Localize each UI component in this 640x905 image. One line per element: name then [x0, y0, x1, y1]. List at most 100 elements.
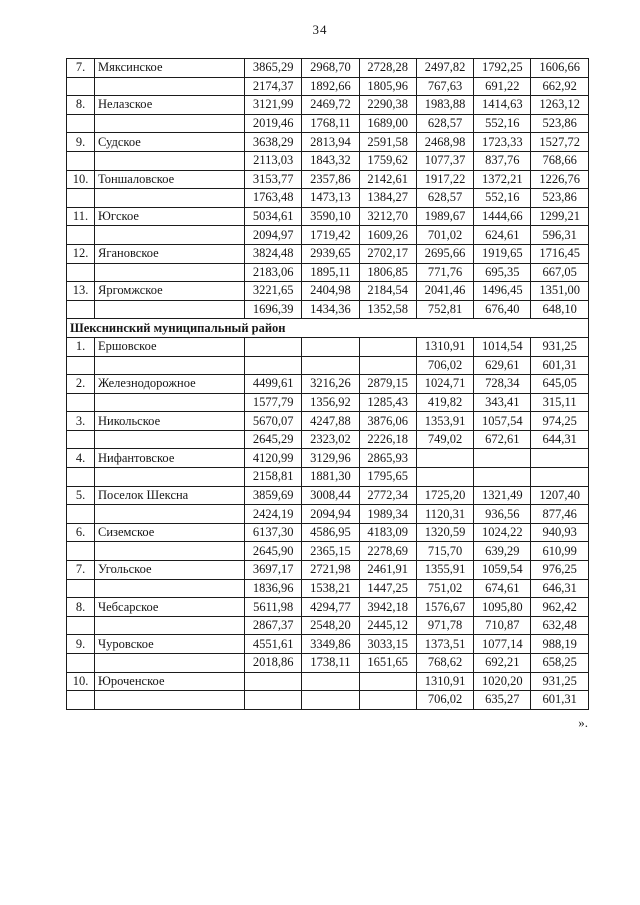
table-row: 7. Мяксинское 3865,29 2968,70 2728,28 2497,82…	[66, 58, 589, 78]
value-cell	[243, 671, 303, 692]
value-cell	[301, 355, 360, 376]
row-number-cell	[66, 188, 95, 208]
value-cell: 3349,86	[301, 634, 360, 654]
value-cell: 3942,18	[358, 597, 417, 617]
table-row: 12. Ягановское 3824,48 2939,65 2702,17 2695,6…	[66, 243, 589, 264]
settlement-name-cell: Нифантовское	[94, 448, 245, 469]
settlement-name-cell: Чебсарское	[94, 597, 245, 617]
value-cell: 976,25	[530, 560, 589, 580]
row-number-cell	[66, 225, 95, 245]
table-row: 2094,97 1719,42 1609,26 701,02 624,61 596,31	[66, 225, 589, 245]
value-cell: 1895,11	[301, 262, 360, 283]
value-cell: 1719,42	[301, 225, 360, 245]
row-number-cell: 11.	[66, 206, 95, 227]
value-cell: 2357,86	[301, 169, 360, 190]
settlement-name-cell: Железнодорожное	[94, 374, 245, 394]
value-cell: 706,02	[415, 690, 475, 710]
value-cell: 2404,98	[301, 281, 360, 301]
row-number-cell	[66, 690, 95, 710]
table-row: 2158,81 1881,30 1795,65	[66, 467, 589, 487]
value-cell: 610,99	[530, 541, 589, 562]
table-row: 8. Нелазское 3121,99 2469,72 2290,38 1983,88 1…	[66, 95, 589, 115]
table-row: 2018,86 1738,11 1651,65 768,62 692,21 658,25	[66, 653, 589, 673]
settlement-name-cell: Ершовское	[94, 336, 245, 357]
value-cell: 1989,34	[358, 504, 417, 524]
value-cell: 768,62	[415, 653, 475, 673]
value-cell: 1285,43	[358, 392, 417, 413]
row-number-cell	[66, 299, 95, 320]
value-cell: 1351,00	[530, 281, 589, 301]
row-number-cell	[66, 578, 95, 599]
value-cell: 2445,12	[358, 615, 417, 636]
settlement-name-cell	[94, 76, 245, 97]
value-cell	[415, 467, 475, 487]
settlement-name-cell: Тоншаловское	[94, 169, 245, 190]
settlement-name-cell: Ягановское	[94, 243, 245, 264]
value-cell: 552,16	[473, 188, 532, 208]
value-cell: 2183,06	[243, 262, 303, 283]
value-cell: 632,48	[530, 615, 589, 636]
row-number-cell	[66, 355, 95, 376]
value-cell: 2278,69	[358, 541, 417, 562]
value-cell: 1696,39	[243, 299, 303, 320]
table-row: 1696,39 1434,36 1352,58 752,81 676,40 648,10	[66, 299, 589, 320]
value-cell: 601,31	[530, 690, 589, 710]
value-cell	[301, 336, 360, 357]
value-cell: 771,76	[415, 262, 475, 283]
value-cell: 2702,17	[358, 243, 417, 264]
value-cell: 1014,54	[473, 336, 532, 357]
value-cell: 2323,02	[301, 429, 360, 450]
value-cell: 3221,65	[243, 281, 303, 301]
value-cell: 1725,20	[415, 485, 475, 506]
value-cell: 1892,66	[301, 76, 360, 97]
row-number-cell: 13.	[66, 281, 95, 301]
value-cell: 662,92	[530, 76, 589, 97]
value-cell: 2865,93	[358, 448, 417, 469]
value-cell: 2695,66	[415, 243, 475, 264]
table-row: 10. Тоншаловское 3153,77 2357,86 2142,61 1917…	[66, 169, 589, 190]
value-cell: 596,31	[530, 225, 589, 245]
value-cell: 1447,25	[358, 578, 417, 599]
table-row: 1836,96 1538,21 1447,25 751,02 674,61 646,31	[66, 578, 589, 599]
settlement-name-cell: Юроченское	[94, 671, 245, 692]
value-cell: 1310,91	[415, 336, 475, 357]
table-row: 1577,79 1356,92 1285,43 419,82 343,41 315,11	[66, 392, 589, 413]
value-cell: 710,87	[473, 615, 532, 636]
value-cell: 1355,91	[415, 560, 475, 580]
table-row: 9. Чуровское 4551,61 3349,86 3033,15 1373,51 1…	[66, 634, 589, 654]
value-cell: 3590,10	[301, 206, 360, 227]
value-cell: 1919,65	[473, 243, 532, 264]
table-row: 1763,48 1473,13 1384,27 628,57 552,16 523,86	[66, 188, 589, 208]
row-number-cell: 7.	[66, 58, 95, 78]
value-cell	[358, 671, 417, 692]
row-number-cell: 12.	[66, 243, 95, 264]
value-cell: 695,35	[473, 262, 532, 283]
row-number-cell: 3.	[66, 411, 95, 431]
settlement-name-cell: Мяксинское	[94, 58, 245, 78]
settlement-name-cell	[94, 615, 245, 636]
value-cell: 2461,91	[358, 560, 417, 580]
value-cell: 2772,34	[358, 485, 417, 506]
value-cell: 2142,61	[358, 169, 417, 190]
value-cell: 2019,46	[243, 113, 303, 134]
value-cell: 1805,96	[358, 76, 417, 97]
row-number-cell: 9.	[66, 634, 95, 654]
value-cell: 971,78	[415, 615, 475, 636]
value-cell: 1024,71	[415, 374, 475, 394]
row-number-cell	[66, 541, 95, 562]
value-cell: 1444,66	[473, 206, 532, 227]
value-cell	[358, 690, 417, 710]
value-cell	[358, 336, 417, 357]
value-cell: 1372,21	[473, 169, 532, 190]
value-cell: 648,10	[530, 299, 589, 320]
row-number-cell	[66, 467, 95, 487]
table-row: 11. Югское 5034,61 3590,10 3212,70 1989,67 144…	[66, 206, 589, 227]
table-row: 2174,37 1892,66 1805,96 767,63 691,22 662,92	[66, 76, 589, 97]
value-cell: 1917,22	[415, 169, 475, 190]
value-cell: 1651,65	[358, 653, 417, 673]
value-cell: 1263,12	[530, 95, 589, 115]
value-cell: 1576,67	[415, 597, 475, 617]
value-cell: 2548,20	[301, 615, 360, 636]
settlement-name-cell: Поселок Шексна	[94, 485, 245, 506]
value-cell: 2365,15	[301, 541, 360, 562]
